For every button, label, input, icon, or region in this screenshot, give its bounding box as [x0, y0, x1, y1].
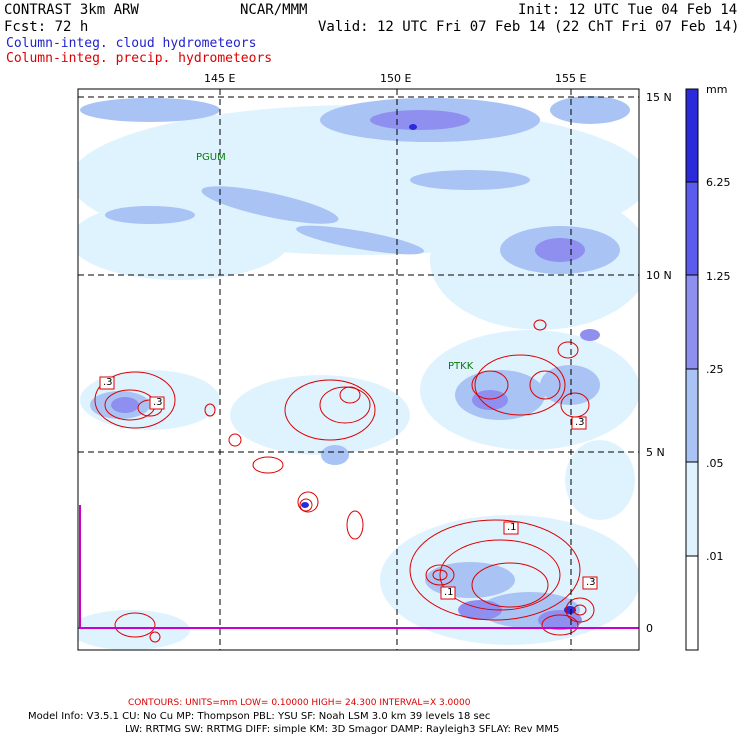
station-ptkk: PTKK	[448, 361, 474, 372]
model-info-line1: Model Info: V3.5.1 CU: No Cu MP: Thompso…	[28, 711, 491, 722]
lat-label-15n: 15 N	[646, 91, 672, 104]
colorbar-level-4: 1.25	[706, 270, 731, 283]
lon-label-150: 150 E	[380, 72, 412, 85]
cloud-medium-shading	[80, 96, 630, 628]
valid-time: Valid: 12 UTC Fri 07 Feb 14 (22 ChT Fri …	[318, 19, 740, 35]
cloud-max-shading	[301, 124, 576, 614]
center-title: NCAR/MMM	[240, 2, 308, 18]
init-time: Init: 12 UTC Tue 04 Feb 14	[518, 2, 738, 18]
latlon-grid	[78, 89, 639, 650]
lon-label-145: 145 E	[204, 72, 236, 85]
contour-label-2: .3	[153, 397, 163, 408]
cloud-dark-shading	[111, 110, 600, 630]
contour-label-6: .3	[586, 577, 596, 588]
station-pgum: PGUM	[196, 152, 226, 163]
map-field-layer	[78, 89, 639, 650]
contour-label-5: .1	[444, 587, 454, 598]
lat-label-10n: 10 N	[646, 269, 672, 282]
model-title: CONTRAST 3km ARW	[4, 2, 139, 18]
lat-label-5n: 5 N	[646, 446, 665, 459]
colorbar-level-3: .25	[706, 363, 724, 376]
colorbar-level-1: .01	[706, 550, 724, 563]
colorbar-unit: mm	[706, 83, 728, 96]
nest-domain-boundary	[79, 505, 639, 629]
colorbar	[685, 88, 699, 651]
contour-label-3: .1	[507, 522, 517, 533]
forecast-hour: Fcst: 72 h	[4, 19, 89, 35]
contour-info: CONTOURS: UNITS=mm LOW= 0.10000 HIGH= 24…	[128, 698, 471, 708]
colorbar-level-2: .05	[706, 457, 724, 470]
model-info-line2: LW: RRTMG SW: RRTMG DIFF: simple KM: 3D …	[125, 724, 560, 735]
field-precip-label: Column-integ. precip. hydrometeors	[6, 51, 273, 66]
lon-label-155: 155 E	[555, 72, 587, 85]
contour-label-4: .3	[575, 417, 585, 428]
colorbar-level-5: 6.25	[706, 176, 731, 189]
field-cloud-label: Column-integ. cloud hydrometeors	[6, 36, 257, 51]
contour-label-1: .3	[103, 377, 113, 388]
map-frame	[77, 88, 640, 651]
contour-label-boxes	[99, 376, 598, 600]
lat-label-0: 0	[646, 622, 653, 635]
